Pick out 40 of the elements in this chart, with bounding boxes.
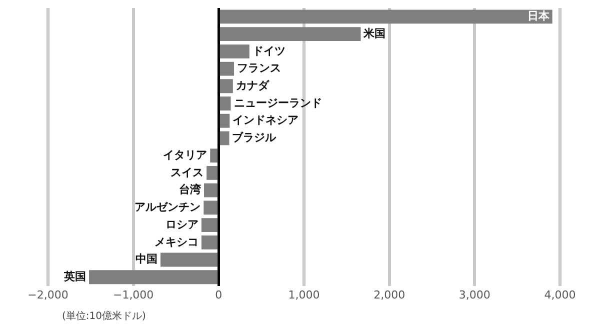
y-tick-label: スイス — [170, 166, 204, 179]
x-tick-label: 3,000 — [458, 288, 490, 302]
bar — [201, 218, 218, 232]
bar — [220, 44, 250, 58]
y-tick-label: ニュージーランド — [234, 96, 322, 110]
y-tick-label: 米国 — [362, 26, 386, 40]
x-tick-label: 0 — [215, 288, 222, 302]
y-tick-label: フランス — [237, 62, 282, 75]
y-tick-label: ロシア — [165, 218, 198, 231]
y-tick-label: インドネシア — [232, 114, 299, 127]
bar — [220, 10, 552, 24]
bar — [204, 183, 218, 198]
y-tick-label: ドイツ — [252, 44, 286, 58]
bar — [160, 252, 218, 267]
bar — [89, 270, 218, 284]
y-tick-label: 英国 — [63, 270, 86, 283]
y-tick-label: メキシコ — [154, 235, 198, 248]
y-tick-label: カナダ — [236, 78, 270, 92]
bar — [206, 166, 218, 180]
x-tick-label: 4,000 — [544, 288, 576, 302]
y-tick-label: 日本 — [527, 10, 550, 23]
y-tick-label: イタリア — [163, 148, 208, 162]
text: (単位:10億米ドル) — [62, 310, 146, 323]
bar — [220, 62, 234, 76]
bar — [210, 148, 218, 163]
bar — [220, 96, 231, 110]
x-tick-label: −1,000 — [112, 288, 154, 302]
bar — [220, 79, 233, 94]
x-tick-label: −2,000 — [28, 288, 68, 302]
bar — [201, 235, 218, 250]
y-tick-label: アルゼンチン — [134, 200, 201, 214]
bar — [220, 114, 230, 128]
y-tick-label: 中国 — [135, 252, 158, 266]
y-tick-label: 台湾 — [178, 183, 202, 196]
y-tick-label: ブラジル — [232, 131, 278, 144]
bar — [204, 200, 218, 215]
bar — [220, 27, 361, 41]
x-tick-label: 1,000 — [288, 288, 320, 302]
bar — [220, 131, 230, 146]
x-tick-label: 2,000 — [374, 288, 406, 302]
